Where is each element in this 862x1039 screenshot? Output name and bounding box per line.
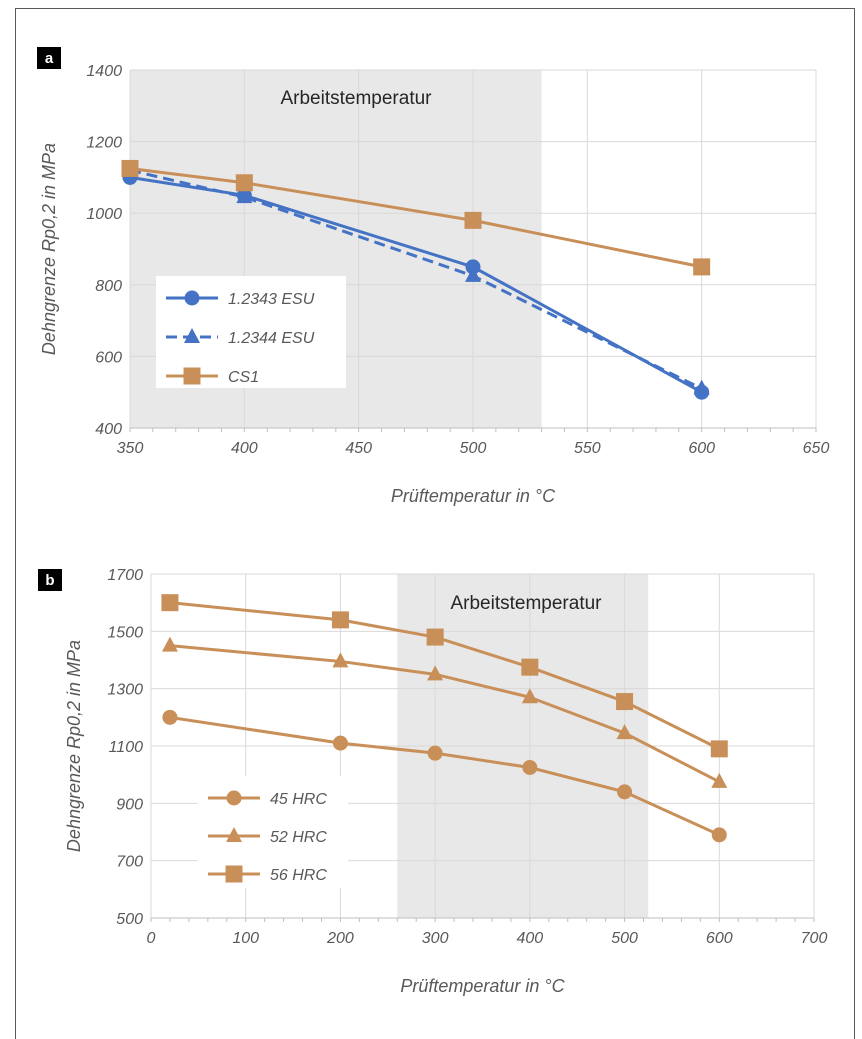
legend-label-1: 52 HRC — [270, 829, 327, 846]
data-point-0-2 — [427, 745, 443, 761]
series-line-1 — [169, 644, 720, 784]
x-axis-title: Prüftemperatur in °C — [400, 976, 565, 996]
data-point-2-2 — [426, 628, 444, 646]
x-tick-label: 700 — [801, 930, 828, 947]
data-point-1-0 — [161, 636, 178, 652]
y-tick-label: 1000 — [86, 206, 122, 223]
x-tick-label: 400 — [231, 440, 258, 457]
legend-marker-0 — [184, 290, 200, 306]
x-tick-label: 200 — [326, 930, 354, 947]
data-point-1-1 — [236, 188, 253, 204]
data-point-2-1 — [235, 174, 253, 192]
y-tick-label: 1300 — [107, 682, 143, 699]
y-tick-label: 1200 — [86, 135, 122, 152]
x-tick-label: 500 — [460, 440, 487, 457]
legend-marker-2 — [183, 367, 201, 385]
y-axis-title: Dehngrenze Rp0,2 in MPa — [64, 640, 84, 852]
data-point-0-1 — [332, 735, 348, 751]
x-tick-label: 600 — [688, 440, 715, 457]
y-tick-label: 400 — [95, 421, 122, 438]
y-tick-label: 800 — [95, 278, 122, 295]
data-point-2-0 — [161, 594, 179, 612]
series-line-1 — [129, 168, 703, 390]
legend-marker-1 — [226, 827, 242, 842]
legend-marker-2 — [225, 865, 243, 883]
x-tick-label: 350 — [117, 440, 144, 457]
x-tick-label: 400 — [517, 930, 544, 947]
y-tick-label: 700 — [116, 854, 143, 871]
data-point-2-3 — [693, 258, 711, 276]
y-tick-label: 600 — [95, 349, 122, 366]
working-temperature-label: Arbeitstemperatur — [280, 88, 432, 109]
x-tick-label: 500 — [611, 930, 638, 947]
series-line-2 — [129, 166, 702, 269]
x-tick-label: 550 — [574, 440, 601, 457]
series-line-0 — [169, 715, 720, 837]
y-tick-label: 1100 — [109, 739, 144, 756]
figure-frame — [15, 8, 855, 1039]
panel-letter: b — [45, 572, 54, 589]
panel-letter: a — [45, 50, 54, 67]
data-point-1-3 — [693, 379, 710, 395]
series-line-2 — [169, 601, 720, 751]
panel-badge — [38, 569, 62, 591]
legend-label-1: 1.2344 ESU — [228, 330, 315, 347]
y-tick-label: 900 — [116, 796, 143, 813]
legend-marker-0 — [226, 790, 242, 806]
data-point-2-1 — [331, 611, 349, 629]
y-tick-label: 1700 — [107, 567, 143, 584]
working-temperature-label: Arbeitstemperatur — [450, 593, 602, 614]
chart-a: 400 600 800 1000 1200 1400 350 400 450 500 550 600 6… — [37, 47, 830, 506]
legend-box — [198, 776, 348, 888]
y-axis-title: Dehngrenze Rp0,2 in MPa — [39, 143, 59, 355]
data-point-0-3 — [522, 760, 538, 775]
x-tick-label: 650 — [803, 440, 830, 457]
legend-label-2: 56 HRC — [270, 867, 327, 884]
data-point-1-5 — [711, 772, 728, 788]
series-line-0 — [129, 175, 703, 394]
data-point-1-2 — [465, 266, 481, 282]
data-point-2-2 — [464, 211, 482, 229]
x-axis-title: Prüftemperatur in °C — [391, 486, 556, 506]
x-tick-label: 300 — [422, 930, 449, 947]
legend-label-2: CS1 — [228, 369, 259, 386]
x-tick-label: 450 — [345, 440, 372, 457]
data-point-2-0 — [121, 159, 139, 177]
panel-badge — [37, 47, 61, 69]
data-point-1-1 — [332, 652, 349, 668]
y-tick-label: 500 — [116, 911, 143, 928]
legend-label-0: 45 HRC — [270, 791, 327, 808]
legend-marker-1 — [184, 328, 200, 343]
data-point-1-2 — [427, 665, 444, 681]
data-point-0-0 — [162, 709, 178, 725]
x-tick-label: 0 — [147, 930, 156, 947]
data-point-0-5 — [711, 827, 727, 843]
legend-label-0: 1.2343 ESU — [228, 291, 315, 308]
data-point-2-4 — [616, 693, 634, 711]
y-tick-label: 1400 — [86, 63, 122, 80]
x-tick-label: 100 — [232, 930, 259, 947]
x-tick-label: 600 — [706, 930, 733, 947]
data-point-1-3 — [521, 688, 538, 704]
data-point-0-4 — [617, 784, 633, 800]
data-point-1-4 — [616, 724, 633, 740]
data-point-2-3 — [521, 658, 539, 676]
data-point-2-5 — [710, 740, 728, 758]
y-tick-label: 1500 — [107, 624, 143, 641]
chart-b: 500 700 900 1100 1300 1500 1700 0 100 200 300 400 50… — [38, 567, 828, 996]
